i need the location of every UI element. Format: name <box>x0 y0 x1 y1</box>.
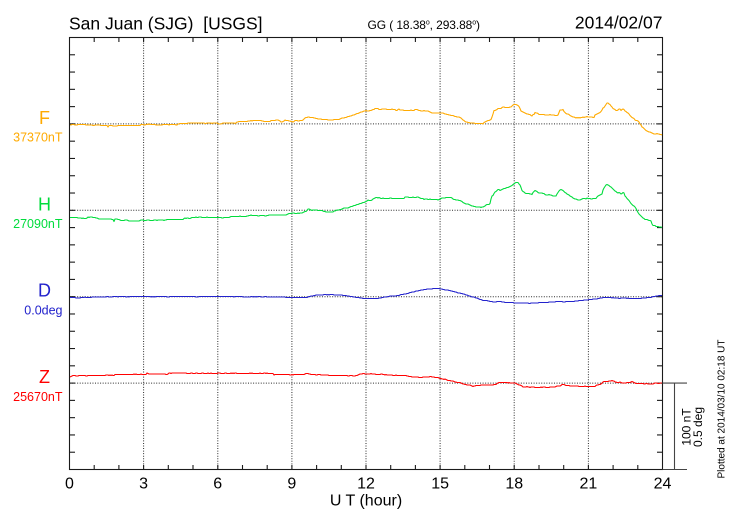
svg-text:100 nT: 100 nT <box>680 408 694 446</box>
svg-text:24: 24 <box>654 476 672 493</box>
svg-text:2014/02/07: 2014/02/07 <box>575 13 663 33</box>
svg-text:18: 18 <box>505 476 523 493</box>
svg-text:San Juan (SJG) [USGS]: San Juan (SJG) [USGS] <box>69 14 263 34</box>
svg-text:25670nT: 25670nT <box>13 390 63 404</box>
svg-text:D: D <box>38 281 51 301</box>
svg-text:3: 3 <box>139 476 148 493</box>
svg-text:15: 15 <box>431 476 449 493</box>
svg-text:6: 6 <box>213 476 222 493</box>
svg-text:9: 9 <box>287 476 296 493</box>
svg-text:U T (hour): U T (hour) <box>330 493 402 510</box>
svg-text:0: 0 <box>65 476 74 493</box>
svg-text:F: F <box>39 108 50 128</box>
svg-text:Z: Z <box>39 367 50 387</box>
svg-text:Plotted at 2014/03/10 02:18 UT: Plotted at 2014/03/10 02:18 UT <box>717 340 728 479</box>
svg-text:H: H <box>38 194 51 214</box>
svg-text:37370nT: 37370nT <box>13 131 63 145</box>
svg-text:0.0deg: 0.0deg <box>24 303 62 317</box>
svg-text:GG ( 18.38o, 293.88o): GG ( 18.38o, 293.88o) <box>368 18 481 32</box>
svg-text:27090nT: 27090nT <box>13 217 63 231</box>
svg-text:21: 21 <box>579 476 597 493</box>
svg-text:12: 12 <box>357 476 375 493</box>
svg-text:0.5 deg: 0.5 deg <box>691 407 705 447</box>
